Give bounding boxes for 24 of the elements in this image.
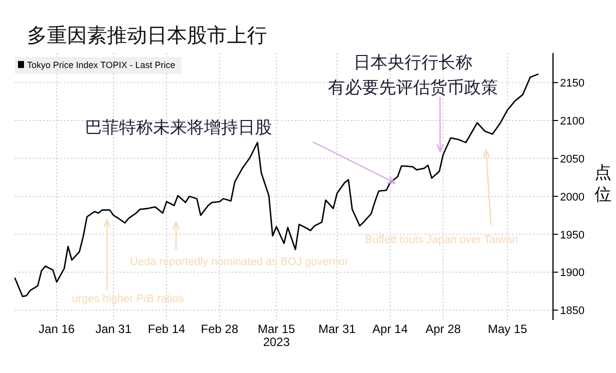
y-tick-label: 2150 [560, 78, 584, 90]
x-tick-label: Mar 15 2023 [258, 322, 296, 349]
annotation: Ueda reportedly nominated as BOJ governor [130, 256, 349, 268]
x-tick-label: Mar 31 [318, 322, 356, 336]
y-tick-label: 2100 [560, 116, 584, 128]
annotation: 巴菲特称未来将增持日股 [85, 118, 272, 138]
y-tick-label: 1850 [560, 305, 584, 318]
x-tick-label: Jan 16 [38, 322, 76, 336]
x-tick-label: Feb 14 [148, 322, 186, 336]
y-tick-label: 1950 [560, 229, 584, 242]
x-tick-label: Feb 28 [200, 322, 239, 336]
y-tick-label: 1900 [560, 267, 584, 280]
annotation: Buffett touts Japan over Taiwan [365, 234, 518, 246]
y-tick-label: 2050 [560, 153, 584, 166]
legend-label: Tokyo Price Index TOPIX - Last Price [27, 60, 176, 70]
annotation: 日本央行行长称有必要先评估货币政策 [328, 53, 498, 98]
y-tick-label: 2000 [560, 191, 584, 204]
y-axis-title: 点位 [594, 163, 612, 205]
x-tick-label: Apr 28 [425, 322, 462, 336]
chart-title: 多重因素推动日本股市上行 [27, 23, 267, 47]
x-tick-label: Jan 31 [95, 322, 132, 336]
annotation: urges higher P/B ratios [72, 293, 184, 305]
x-tick-label: Apr 14 [372, 322, 408, 336]
x-tick-label: May 15 [488, 322, 528, 336]
